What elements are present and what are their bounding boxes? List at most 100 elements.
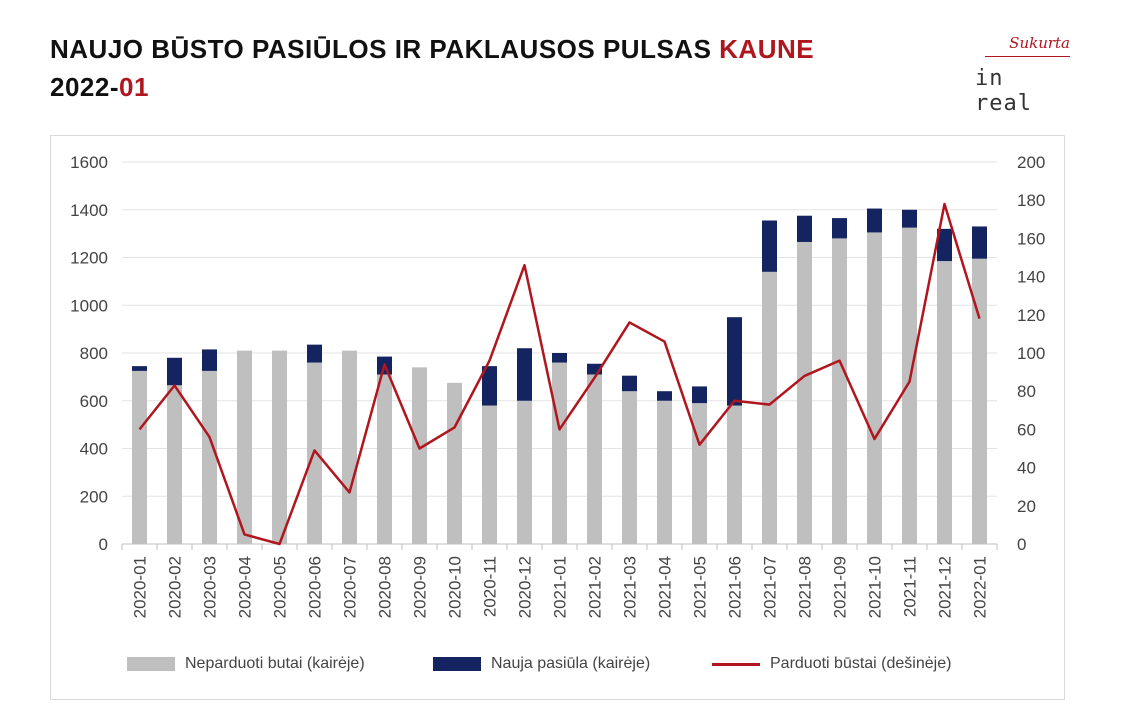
- bar-unsold: [552, 362, 567, 544]
- x-axis-tick-label: 2020-11: [481, 556, 500, 617]
- bar-unsold: [867, 232, 882, 544]
- bar-unsold: [902, 227, 917, 544]
- title-line-1: NAUJO BŪSTO PASIŪLOS IR PAKLAUSOS PULSAS…: [50, 30, 814, 68]
- company-logo: Sukurta in real: [975, 34, 1070, 116]
- bar-new-supply: [307, 344, 322, 363]
- right-axis-tick-label: 20: [1017, 497, 1036, 516]
- x-axis-tick-label: 2020-10: [446, 556, 465, 618]
- x-axis-tick-label: 2021-03: [621, 556, 640, 618]
- x-axis-tick-label: 2020-05: [271, 556, 290, 618]
- bar-unsold: [727, 405, 742, 544]
- x-axis-tick-label: 2021-12: [936, 556, 955, 618]
- bar-new-supply: [202, 349, 217, 371]
- x-axis-tick-label: 2021-04: [656, 556, 675, 618]
- x-axis-tick-label: 2020-01: [131, 556, 150, 618]
- bar-unsold: [517, 400, 532, 544]
- x-axis-tick-label: 2021-01: [551, 556, 570, 618]
- x-axis-tick-label: 2021-07: [761, 556, 780, 618]
- x-axis-tick-label: 2022-01: [971, 556, 990, 618]
- bar-unsold: [587, 374, 602, 544]
- bar-unsold: [972, 258, 987, 544]
- x-axis-tick-label: 2020-06: [306, 556, 325, 618]
- x-axis-tick-label: 2021-10: [866, 556, 885, 618]
- bar-new-supply: [587, 363, 602, 375]
- bar-new-supply: [132, 366, 147, 371]
- right-axis-tick-label: 100: [1017, 344, 1045, 363]
- legend-item-new-supply: Nauja pasiūla (kairėje): [433, 655, 650, 673]
- bar-new-supply: [937, 228, 952, 262]
- legend-item-sold: Parduoti būstai (dešinėje): [712, 655, 951, 673]
- title-main: NAUJO BŪSTO PASIŪLOS IR PAKLAUSOS PULSAS: [50, 34, 712, 64]
- chart-title: NAUJO BŪSTO PASIŪLOS IR PAKLAUSOS PULSAS…: [50, 30, 814, 106]
- bar-new-supply: [657, 391, 672, 401]
- right-axis-tick-label: 200: [1017, 153, 1045, 172]
- bar-new-supply: [622, 375, 637, 392]
- bar-new-supply: [552, 353, 567, 363]
- left-axis-tick-label: 800: [80, 344, 108, 363]
- x-axis-tick-label: 2020-08: [376, 556, 395, 618]
- x-axis-tick-label: 2021-06: [726, 556, 745, 618]
- title-year: 2022-: [50, 72, 119, 102]
- left-axis-tick-label: 1200: [70, 249, 108, 268]
- x-axis-tick-label: 2020-03: [201, 556, 220, 618]
- x-axis-tick-label: 2020-09: [411, 556, 430, 618]
- bar-unsold: [832, 238, 847, 544]
- bar-unsold: [272, 350, 287, 544]
- title-city: KAUNE: [719, 34, 815, 64]
- x-axis-tick-label: 2020-12: [516, 556, 535, 618]
- left-axis-tick-label: 1400: [70, 201, 108, 220]
- bar-new-supply: [902, 209, 917, 228]
- right-axis-tick-label: 40: [1017, 459, 1036, 478]
- bar-unsold: [692, 403, 707, 544]
- bar-unsold: [237, 350, 252, 544]
- bar-unsold: [202, 370, 217, 544]
- right-axis-tick-label: 0: [1017, 535, 1026, 554]
- logo-bottom-text: in real: [975, 66, 1032, 116]
- logo-underline: [985, 56, 1070, 57]
- x-axis-tick-label: 2021-05: [691, 556, 710, 618]
- logo-top-text: Sukurta: [1009, 34, 1070, 52]
- bar-new-supply: [762, 220, 777, 272]
- bar-unsold: [412, 367, 427, 544]
- bar-unsold: [622, 391, 637, 544]
- left-axis-tick-label: 200: [80, 487, 108, 506]
- x-axis-tick-label: 2020-04: [236, 556, 255, 618]
- bar-new-supply: [972, 226, 987, 259]
- left-axis-tick-label: 600: [80, 392, 108, 411]
- left-axis-tick-label: 400: [80, 440, 108, 459]
- x-axis-tick-label: 2021-02: [586, 556, 605, 618]
- left-axis-tick-label: 1600: [70, 153, 108, 172]
- x-axis-tick-label: 2020-02: [166, 556, 185, 618]
- left-axis-tick-label: 1000: [70, 296, 108, 315]
- legend-swatch-unsold: [127, 657, 175, 671]
- bar-unsold: [342, 350, 357, 544]
- legend-line-sold: [712, 662, 760, 666]
- bar-new-supply: [482, 366, 497, 406]
- bar-unsold: [167, 385, 182, 544]
- bar-unsold: [937, 261, 952, 544]
- legend-swatch-new-supply: [433, 657, 481, 671]
- bar-unsold: [482, 405, 497, 544]
- bar-new-supply: [832, 218, 847, 239]
- bar-new-supply: [692, 386, 707, 404]
- right-axis-tick-label: 120: [1017, 306, 1045, 325]
- title-line-2: 2022-01: [50, 68, 814, 106]
- bar-unsold: [132, 370, 147, 544]
- legend-item-unsold: Neparduoti butai (kairėje): [127, 655, 365, 673]
- right-axis-tick-label: 160: [1017, 229, 1045, 248]
- bar-new-supply: [727, 317, 742, 406]
- title-month: 01: [119, 72, 149, 102]
- legend-label-new-supply: Nauja pasiūla (kairėje): [491, 655, 651, 672]
- bar-unsold: [657, 400, 672, 544]
- bar-unsold: [447, 382, 462, 544]
- bar-new-supply: [517, 348, 532, 401]
- legend-label-unsold: Neparduoti butai (kairėje): [185, 655, 365, 672]
- bar-new-supply: [867, 208, 882, 233]
- left-axis-tick-label: 0: [99, 535, 108, 554]
- x-axis-tick-label: 2021-11: [901, 556, 920, 617]
- x-axis-tick-label: 2021-09: [831, 556, 850, 618]
- x-axis-tick-label: 2021-08: [796, 556, 815, 618]
- x-axis-tick-label: 2020-07: [341, 556, 360, 618]
- bar-unsold: [797, 241, 812, 544]
